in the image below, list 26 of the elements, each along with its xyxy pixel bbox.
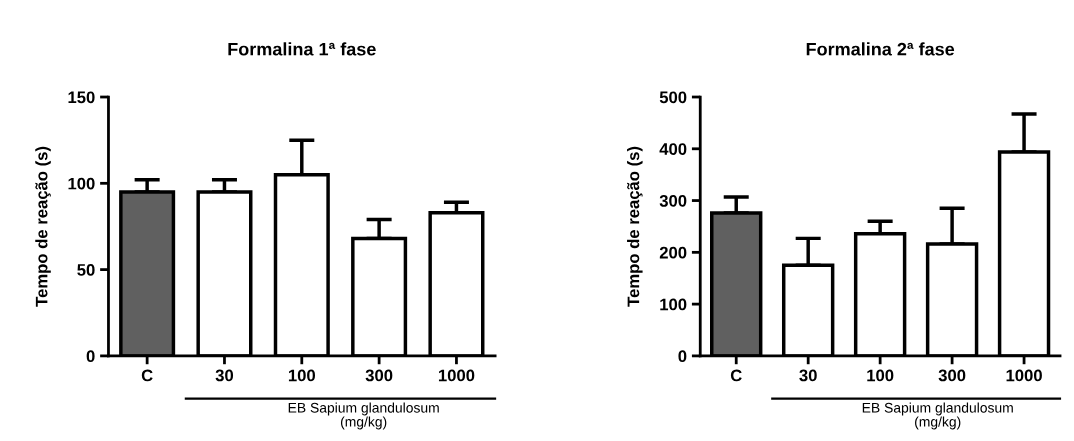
chart-title: Formalina 1ª fase [228,42,376,56]
x-tick-label: 100 [867,369,894,382]
x-tick-label: C [141,369,153,382]
y-tick-label: 500 [659,91,687,104]
y-tick-label: 50 [77,264,95,276]
y-axis-title: Tempo de reação (s) [627,146,643,307]
y-tick-label: 100 [68,177,95,190]
y-tick-label: 150 [68,91,95,104]
y-tick-label: 400 [659,143,687,155]
y-tick-label: 0 [86,350,95,363]
y-tick-label: 200 [659,246,687,259]
x-tick-label: 1000 [1006,369,1042,382]
text: EB Sapium glandulosum (mg/kg) [288,402,439,430]
y-tick-label: 100 [660,298,687,311]
x-tick-label: 100 [288,369,316,382]
x-tick-label: 300 [938,369,966,382]
text: EB Sapium glandulosum (mg/kg) [862,402,1013,430]
y-tick-label: 0 [678,350,687,363]
x-tick-label: C [730,369,742,382]
x-tick-label: 1000 [438,369,475,382]
y-tick-label: 300 [659,194,687,207]
chart-title: Formalina 2ª fase [806,42,955,56]
x-tick-label: 300 [365,369,393,382]
x-tick-label: 30 [799,369,817,382]
y-axis-title: Tempo de reação (s) [35,146,51,307]
x-tick-label: 30 [215,369,234,382]
